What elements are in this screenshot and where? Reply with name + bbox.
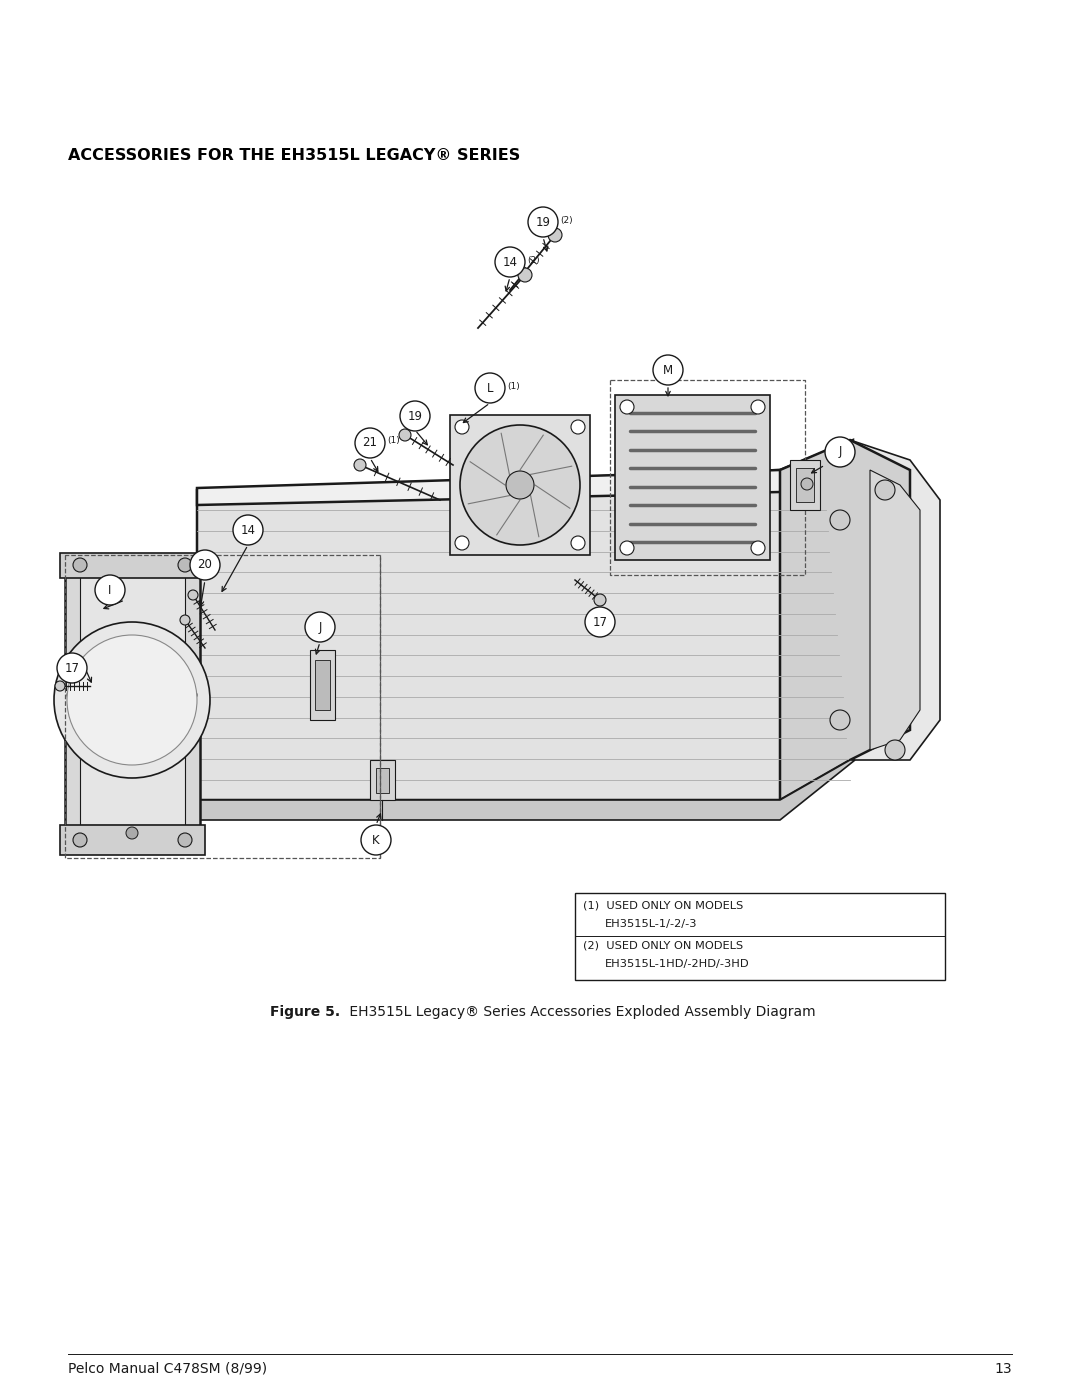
Circle shape — [620, 541, 634, 555]
Circle shape — [585, 608, 615, 637]
Circle shape — [548, 228, 562, 242]
Text: 19: 19 — [536, 215, 551, 229]
Circle shape — [233, 515, 264, 545]
Polygon shape — [575, 893, 945, 981]
Polygon shape — [870, 469, 920, 750]
Circle shape — [54, 622, 210, 778]
Text: 17: 17 — [593, 616, 607, 629]
Text: (2): (2) — [527, 256, 540, 264]
Circle shape — [178, 833, 192, 847]
Circle shape — [653, 355, 683, 386]
Circle shape — [620, 400, 634, 414]
Polygon shape — [65, 560, 200, 840]
Text: (2): (2) — [561, 215, 572, 225]
Text: 20: 20 — [198, 559, 213, 571]
Text: 14: 14 — [502, 256, 517, 268]
Text: 13: 13 — [995, 1362, 1012, 1376]
Circle shape — [95, 576, 125, 605]
Polygon shape — [197, 469, 850, 800]
Text: L: L — [487, 381, 494, 394]
Circle shape — [187, 690, 197, 700]
Polygon shape — [310, 650, 335, 719]
Circle shape — [67, 690, 77, 700]
Circle shape — [571, 420, 585, 434]
Circle shape — [180, 615, 190, 624]
Circle shape — [518, 268, 532, 282]
Polygon shape — [789, 460, 820, 510]
Polygon shape — [370, 760, 395, 800]
Text: 19: 19 — [407, 409, 422, 422]
Circle shape — [475, 373, 505, 402]
Circle shape — [831, 510, 850, 529]
Text: J: J — [319, 620, 322, 633]
Circle shape — [400, 401, 430, 432]
Circle shape — [495, 247, 525, 277]
Circle shape — [57, 652, 87, 683]
Circle shape — [455, 420, 469, 434]
Polygon shape — [80, 576, 185, 826]
Polygon shape — [197, 760, 855, 820]
Circle shape — [354, 460, 366, 471]
Text: J: J — [838, 446, 841, 458]
Text: I: I — [108, 584, 111, 597]
Circle shape — [55, 680, 65, 692]
Circle shape — [73, 833, 87, 847]
Text: EH3515L Legacy® Series Accessories Exploded Assembly Diagram: EH3515L Legacy® Series Accessories Explo… — [345, 1004, 815, 1018]
Circle shape — [67, 636, 197, 766]
Text: Pelco Manual C478SM (8/99): Pelco Manual C478SM (8/99) — [68, 1362, 267, 1376]
Circle shape — [126, 827, 138, 840]
Circle shape — [751, 541, 765, 555]
Polygon shape — [60, 553, 205, 578]
Text: (1)  USED ONLY ON MODELS: (1) USED ONLY ON MODELS — [583, 901, 743, 911]
Text: Figure 5.: Figure 5. — [270, 1004, 340, 1018]
Circle shape — [801, 478, 813, 490]
Text: (1): (1) — [507, 381, 519, 391]
Circle shape — [460, 425, 580, 545]
Text: K: K — [373, 834, 380, 847]
Circle shape — [571, 536, 585, 550]
Circle shape — [831, 710, 850, 731]
Circle shape — [507, 471, 534, 499]
Circle shape — [455, 536, 469, 550]
Text: ACCESSORIES FOR THE EH3515L LEGACY® SERIES: ACCESSORIES FOR THE EH3515L LEGACY® SERI… — [68, 148, 521, 163]
Polygon shape — [615, 395, 770, 560]
Circle shape — [305, 612, 335, 643]
Circle shape — [190, 550, 220, 580]
Circle shape — [885, 740, 905, 760]
Circle shape — [188, 590, 198, 599]
Circle shape — [825, 437, 855, 467]
Circle shape — [751, 400, 765, 414]
Circle shape — [178, 557, 192, 571]
Circle shape — [875, 481, 895, 500]
Polygon shape — [197, 440, 853, 504]
Circle shape — [594, 594, 606, 606]
Polygon shape — [780, 440, 910, 800]
Circle shape — [361, 826, 391, 855]
Text: 17: 17 — [65, 662, 80, 675]
Text: 14: 14 — [241, 524, 256, 536]
Text: (1): (1) — [387, 436, 400, 446]
Polygon shape — [60, 826, 205, 855]
Text: EH3515L-1/-2/-3: EH3515L-1/-2/-3 — [605, 919, 698, 929]
Polygon shape — [850, 440, 940, 760]
Text: (2)  USED ONLY ON MODELS: (2) USED ONLY ON MODELS — [583, 942, 743, 951]
Text: M: M — [663, 363, 673, 377]
Circle shape — [399, 429, 411, 441]
Polygon shape — [376, 768, 389, 793]
Text: 21: 21 — [363, 436, 378, 450]
Circle shape — [355, 427, 384, 458]
Polygon shape — [450, 415, 590, 555]
Text: EH3515L-1HD/-2HD/-3HD: EH3515L-1HD/-2HD/-3HD — [605, 958, 750, 970]
Circle shape — [528, 207, 558, 237]
Circle shape — [73, 557, 87, 571]
Polygon shape — [796, 468, 814, 502]
Polygon shape — [315, 659, 330, 710]
